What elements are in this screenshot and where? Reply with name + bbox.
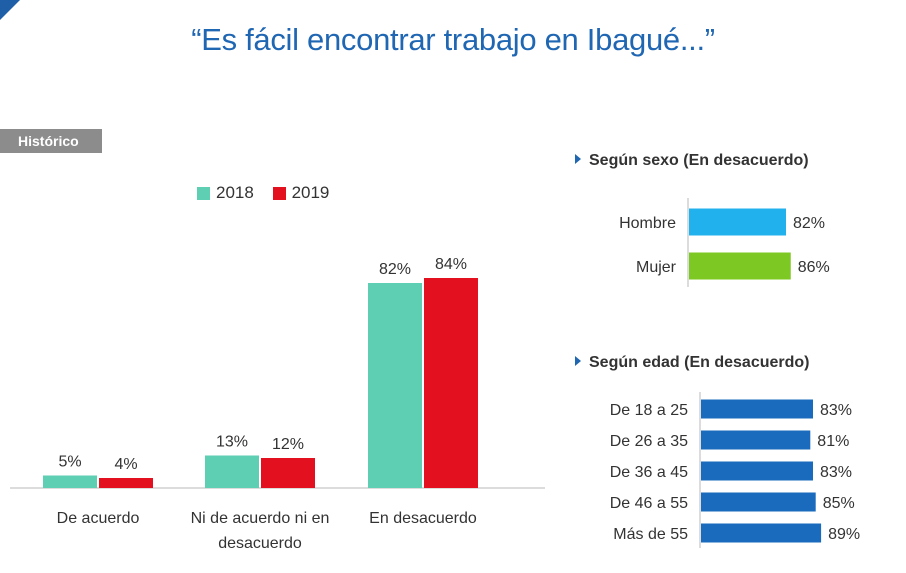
legend-swatch-2018 <box>197 186 210 200</box>
legend-label-2019: 2019 <box>291 183 330 202</box>
edad-bar-1 <box>701 399 813 419</box>
edad-panel-title: Según edad (En desacuerdo) <box>575 354 809 372</box>
sexo-panel-title-text: Según sexo (En desacuerdo) <box>589 152 809 169</box>
triangle-bullet-icon <box>575 356 581 366</box>
category-label-2-line-2: desacuerdo <box>218 535 302 552</box>
edad-category-label-5: Más de 55 <box>613 526 688 543</box>
sexo-value-label-1: 82% <box>793 215 825 232</box>
sexo-category-label-1: Hombre <box>619 215 676 232</box>
edad-value-label-2: 81% <box>817 433 849 450</box>
page-title: “Es fácil encontrar trabajo en Ibagué...… <box>191 22 715 57</box>
bar-2019-2 <box>261 458 315 488</box>
data-label-2018-3: 82% <box>379 261 411 278</box>
edad-value-label-4: 85% <box>823 495 855 512</box>
sexo-bar-1 <box>689 208 786 236</box>
bar-2019-3 <box>424 278 478 488</box>
bar-2018-2 <box>205 455 259 488</box>
edad-bar-2 <box>701 430 811 450</box>
edad-value-label-3: 83% <box>820 464 852 481</box>
corner-decoration <box>0 0 20 20</box>
category-label-2-line-1: Ni de acuerdo ni en <box>191 510 330 527</box>
edad-bar-3 <box>701 461 813 481</box>
bar-2019-1 <box>99 478 153 488</box>
category-label-1: De acuerdo <box>57 510 140 527</box>
edad-value-label-1: 83% <box>820 402 852 419</box>
bar-2018-3 <box>368 283 422 488</box>
edad-panel-title-text: Según edad (En desacuerdo) <box>589 354 810 371</box>
bar-2018-1 <box>43 475 97 488</box>
historico-tag: Histórico <box>0 129 102 153</box>
edad-category-label-4: De 46 a 55 <box>610 495 688 512</box>
edad-category-label-2: De 26 a 35 <box>610 433 688 450</box>
triangle-bullet-icon <box>575 154 581 164</box>
sexo-value-label-2: 86% <box>798 259 830 276</box>
legend-item-2019: 2019 <box>272 183 330 203</box>
sexo-bar-2 <box>689 252 791 280</box>
edad-category-label-1: De 18 a 25 <box>610 402 688 419</box>
data-label-2018-1: 5% <box>58 454 81 471</box>
category-label-3: En desacuerdo <box>369 510 477 527</box>
data-label-2019-2: 12% <box>272 436 304 453</box>
sexo-category-label-2: Mujer <box>636 259 677 276</box>
edad-bar-4 <box>701 492 816 512</box>
data-label-2018-2: 13% <box>216 434 248 451</box>
edad-value-label-5: 89% <box>828 526 860 543</box>
edad-category-label-3: De 36 a 45 <box>610 464 688 481</box>
sexo-panel-title: Según sexo (En desacuerdo) <box>575 152 809 170</box>
legend-label-2018: 2018 <box>216 183 254 202</box>
legend-swatch-2019 <box>272 186 286 200</box>
data-label-2019-1: 4% <box>114 456 137 473</box>
legend: 2018 2019 <box>197 183 343 205</box>
data-label-2019-3: 84% <box>435 256 467 273</box>
edad-bar-5 <box>701 523 822 543</box>
legend-item-2018: 2018 <box>197 183 254 203</box>
